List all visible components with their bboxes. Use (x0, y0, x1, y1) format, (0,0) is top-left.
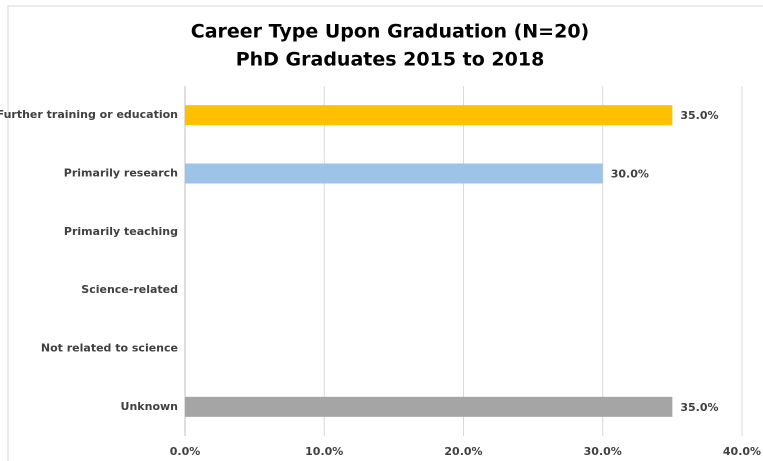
bar (185, 105, 673, 126)
y-tick-label: Not related to science (41, 342, 178, 355)
y-tick-label: Science-related (81, 283, 178, 296)
bar (185, 396, 673, 417)
chart-title: Career Type Upon Graduation (N=20) (191, 21, 589, 43)
y-tick-label: Primarily teaching (64, 225, 178, 238)
x-tick-label: 40.0% (723, 445, 761, 458)
value-label: 30.0% (611, 168, 649, 181)
bar (185, 163, 603, 184)
x-tick-label: 10.0% (305, 445, 343, 458)
x-tick-label: 30.0% (584, 445, 622, 458)
chart-frame (7, 5, 763, 461)
x-tick-label: 0.0% (170, 445, 201, 458)
x-tick-label: 20.0% (444, 445, 482, 458)
value-label: 35.0% (680, 401, 718, 414)
y-tick-label: Further training or education (0, 108, 178, 121)
chart-subtitle: PhD Graduates 2015 to 2018 (236, 49, 545, 71)
y-tick-label: Unknown (121, 400, 178, 413)
value-label: 35.0% (680, 109, 718, 122)
y-tick-label: Primarily research (64, 167, 178, 180)
